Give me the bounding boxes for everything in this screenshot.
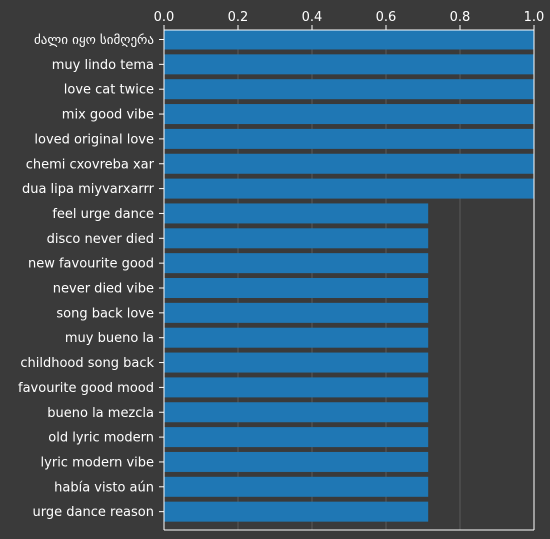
category-label: never died vibe — [53, 282, 154, 297]
category-label: childhood song back — [20, 356, 154, 371]
bar — [164, 178, 534, 199]
bar — [164, 377, 429, 398]
category-label: song back love — [56, 306, 154, 321]
bars — [164, 29, 534, 522]
bar — [164, 402, 429, 423]
bar — [164, 104, 534, 125]
bar — [164, 203, 429, 224]
bar — [164, 451, 429, 472]
bar — [164, 302, 429, 323]
category-label: urge dance reason — [33, 505, 154, 520]
category-label: chemi cxovreba xar — [26, 157, 155, 172]
category-label: había visto aún — [54, 480, 154, 495]
category-label: bueno la mezcla — [47, 406, 154, 421]
category-label: disco never died — [47, 232, 154, 247]
category-label: mix good vibe — [62, 108, 154, 123]
category-label: old lyric modern — [48, 431, 154, 446]
bar — [164, 352, 429, 373]
bar — [164, 54, 534, 75]
category-label: muy lindo tema — [52, 58, 154, 73]
x-tick-label: 0.4 — [302, 10, 323, 25]
bar — [164, 253, 429, 274]
x-tick-labels: 0.0 0.2 0.4 0.6 0.8 1.0 — [154, 10, 545, 30]
bar — [164, 228, 429, 249]
x-tick-label: 1.0 — [524, 10, 545, 25]
x-tick-label: 0.2 — [228, 10, 249, 25]
x-tick-label: 0.0 — [154, 10, 175, 25]
bar — [164, 501, 429, 522]
category-label: feel urge dance — [52, 207, 154, 222]
bar — [164, 427, 429, 448]
category-label: muy bueno la — [65, 331, 154, 346]
bar — [164, 278, 429, 298]
category-labels: ძალი იყო სიმღერა muy lindo tema love cat t… — [18, 33, 164, 520]
bar — [164, 153, 534, 174]
x-tick-label: 0.8 — [450, 10, 471, 25]
category-label: love cat twice — [64, 83, 154, 98]
category-label: favourite good mood — [18, 381, 154, 396]
axes — [163, 29, 535, 531]
category-label: ძალი იყო სიმღერა — [34, 33, 154, 48]
category-label: loved original love — [34, 132, 154, 147]
bar — [164, 128, 534, 149]
category-label: lyric modern vibe — [41, 455, 154, 470]
category-label: dua lipa miyvarxarrr — [22, 182, 155, 197]
category-label: new favourite good — [28, 257, 154, 272]
bar — [164, 29, 534, 50]
bar — [164, 79, 534, 100]
bar — [164, 327, 429, 348]
bar — [164, 476, 429, 497]
x-tick-label: 0.6 — [376, 10, 397, 25]
